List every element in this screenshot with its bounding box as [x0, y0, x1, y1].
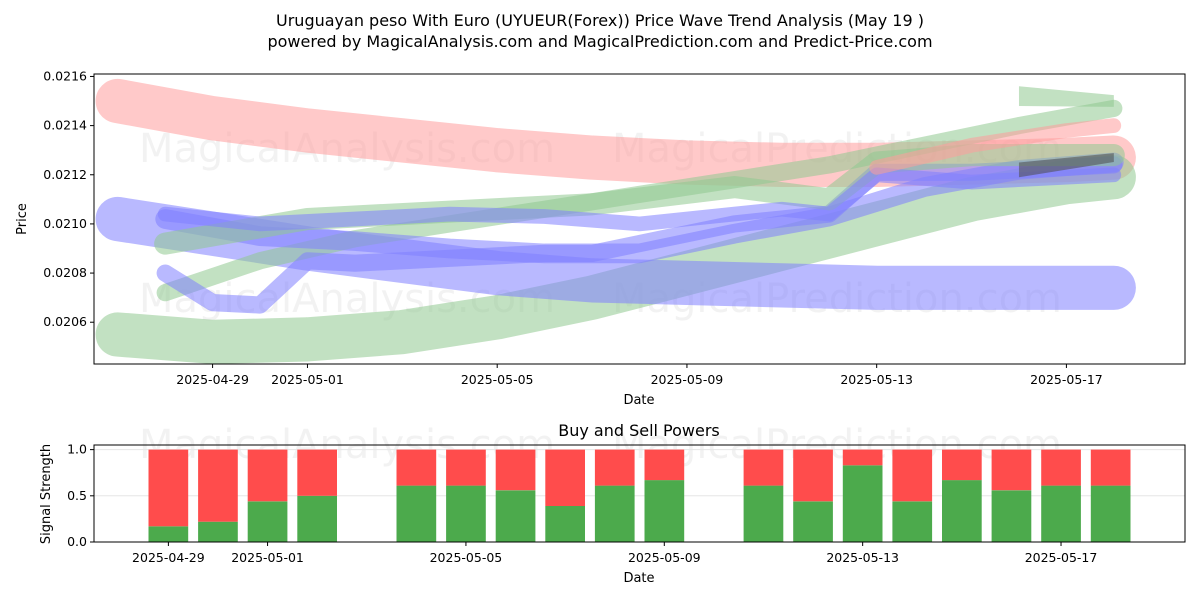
buy-power-bar — [892, 501, 933, 542]
x-tick-label: 2025-04-29 — [176, 372, 249, 387]
y-axis-label: Price — [15, 203, 30, 235]
sell-power-bar — [842, 449, 883, 466]
x-tick-label: 2025-05-09 — [628, 550, 701, 565]
x-axis-ticks: 2025-04-29 2025-05-01 2025-05-05 2025-05-09… — [176, 364, 1103, 387]
y-axis-label: Signal Strength — [39, 444, 54, 544]
x-tick-label: 2025-05-05 — [461, 372, 534, 387]
sell-power-bar — [892, 449, 933, 502]
buy-power-bar — [495, 490, 536, 542]
x-axis-label: Date — [623, 393, 654, 408]
sell-power-bar — [1041, 449, 1081, 486]
x-tick-label: 2025-04-29 — [132, 550, 205, 565]
sell-power-bar — [545, 449, 585, 506]
signal-bars — [148, 449, 1131, 542]
red-wave-band — [869, 118, 1122, 175]
x-axis-ticks: 2025-04-29 2025-05-01 2025-05-05 2025-05-09… — [132, 542, 1097, 565]
buy-power-bar — [545, 506, 585, 542]
sell-power-bar — [198, 449, 238, 522]
buy-power-bar — [644, 480, 685, 542]
x-tick-label: 2025-05-09 — [651, 372, 724, 387]
chart-subtitle: powered by MagicalAnalysis.com and Magic… — [267, 32, 932, 51]
buy-power-bar — [297, 495, 337, 542]
buy-power-bar — [148, 526, 189, 542]
buy-power-bar — [793, 501, 833, 542]
x-tick-label: 2025-05-05 — [430, 550, 503, 565]
buy-sell-title: Buy and Sell Powers — [558, 421, 720, 440]
sell-power-bar — [148, 449, 189, 527]
buy-power-bar — [198, 521, 238, 542]
buy-sell-powers-chart: Buy and Sell Powers MagicalAnalysis.com … — [39, 421, 1186, 586]
sell-power-bar — [793, 449, 833, 502]
y-tick-label: 0.0216 — [43, 68, 87, 83]
sell-power-bar — [247, 449, 288, 502]
chart-title: Uruguayan peso With Euro (UYUEUR(Forex))… — [276, 11, 924, 30]
y-axis-ticks: 0.0 0.5 1.0 — [67, 442, 94, 549]
blue-wave-band — [157, 167, 1122, 232]
buy-power-bar — [991, 490, 1032, 542]
dark-trend-arrow — [1018, 153, 1114, 178]
y-tick-label: 0.0 — [67, 534, 87, 549]
buy-power-bar — [446, 485, 486, 542]
buy-power-bar — [396, 485, 437, 542]
x-tick-label: 2025-05-01 — [271, 372, 344, 387]
buy-power-bar — [247, 501, 288, 542]
plot-frame — [93, 444, 1186, 543]
buy-power-bar — [743, 485, 784, 542]
buy-power-bar — [842, 465, 883, 542]
x-tick-label: 2025-05-17 — [1030, 372, 1103, 387]
x-tick-label: 2025-05-01 — [231, 550, 304, 565]
x-axis-label: Date — [623, 571, 654, 586]
sell-power-bar — [644, 449, 685, 481]
y-tick-label: 0.0208 — [43, 265, 87, 280]
sell-power-bar — [1090, 449, 1131, 486]
sell-power-bar — [991, 449, 1032, 491]
y-tick-label: 0.0214 — [43, 118, 87, 133]
y-axis-ticks: 0.0206 0.0208 0.0210 0.0212 0.0214 0.0216 — [43, 68, 94, 329]
plot-frame — [93, 73, 1186, 365]
buy-power-bar — [1041, 485, 1081, 542]
y-tick-label: 0.5 — [67, 488, 87, 503]
x-tick-label: 2025-05-13 — [840, 372, 913, 387]
y-tick-label: 0.0210 — [43, 216, 87, 231]
sell-power-bar — [446, 449, 486, 486]
sell-power-bar — [396, 449, 437, 486]
price-wave-chart: MagicalAnalysis.com MagicalPrediction.co… — [15, 68, 1186, 408]
sell-power-bar — [743, 449, 784, 486]
sell-power-bar — [495, 449, 536, 491]
sell-power-bar — [942, 449, 982, 481]
buy-power-bar — [594, 485, 635, 542]
y-tick-label: 0.0206 — [43, 314, 87, 329]
buy-power-bar — [1090, 485, 1131, 542]
y-tick-label: 1.0 — [67, 442, 87, 457]
x-tick-label: 2025-05-17 — [1025, 550, 1098, 565]
price-bands — [95, 78, 1136, 364]
x-tick-label: 2025-05-13 — [826, 550, 899, 565]
sell-power-bar — [297, 449, 337, 496]
y-tick-label: 0.0212 — [43, 167, 87, 182]
sell-power-bar — [594, 449, 635, 486]
buy-power-bar — [942, 480, 982, 542]
green-trend-arrow — [1018, 86, 1114, 107]
